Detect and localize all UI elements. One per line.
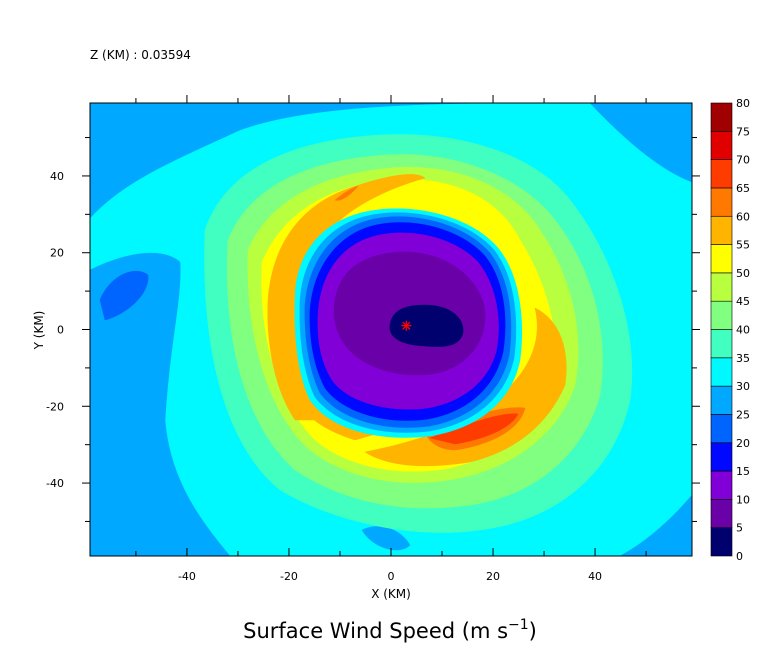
contour-band-0 <box>90 103 521 219</box>
y-axis-label: Y (KM) <box>32 311 46 351</box>
colorbar-label: 40 <box>736 324 750 337</box>
colorbar-label: 55 <box>736 239 750 252</box>
y-tick-label: 40 <box>50 170 64 183</box>
colorbar-label: 75 <box>736 125 750 138</box>
axis-ticks <box>82 95 700 556</box>
colorbar-label: 30 <box>736 380 750 393</box>
level-label: Z (KM) : 0.03594 <box>90 48 191 62</box>
chart-title-superscript: −1 <box>508 617 529 633</box>
colorbar-swatch <box>710 414 733 444</box>
colorbar-swatch <box>710 272 733 302</box>
colorbar-swatch <box>710 527 733 557</box>
colorbar-swatch <box>710 159 733 189</box>
colorbar-label: 35 <box>736 352 750 365</box>
x-tick-label: -40 <box>178 570 196 583</box>
contour-band-14 <box>334 185 359 201</box>
x-tick-label: 40 <box>588 570 602 583</box>
colorbar-label: 50 <box>736 267 750 280</box>
colorbar-swatch <box>710 215 733 245</box>
colorbar-swatch <box>710 442 733 472</box>
contour-band-5 <box>99 270 149 321</box>
colorbar-label: 20 <box>736 437 750 450</box>
colorbar-label: 60 <box>736 210 750 223</box>
x-tick-label: -20 <box>280 570 298 583</box>
contour-band-2 <box>90 252 231 556</box>
colorbar-label: 0 <box>736 550 743 563</box>
y-tick-label: 0 <box>57 324 64 337</box>
y-tick-label: -40 <box>46 477 64 490</box>
colorbar-swatch <box>710 499 733 528</box>
colorbar-swatch <box>710 470 733 500</box>
colorbar-swatch <box>710 357 733 387</box>
y-tick-label: 20 <box>50 247 64 260</box>
colorbar-label: 65 <box>736 182 750 195</box>
chart-title-suffix: ) <box>529 619 537 643</box>
colorbar-swatch <box>710 187 733 217</box>
x-tick-label: 0 <box>388 570 395 583</box>
colorbar-label: 10 <box>736 493 750 506</box>
tick-labels: -40 -20 0 20 40 -40 -20 0 20 40 <box>46 170 602 583</box>
colorbar-swatch <box>710 300 733 330</box>
colorbar-label: 15 <box>736 465 750 478</box>
colorbar-label: 70 <box>736 154 750 167</box>
colorbar-label: 5 <box>736 522 743 535</box>
colorbar: 0 5 10 15 20 25 30 35 40 45 50 55 60 65 70 75 80 <box>710 97 750 563</box>
x-tick-label: 20 <box>486 570 500 583</box>
y-tick-label: -20 <box>46 400 64 413</box>
colorbar-label: 45 <box>736 295 750 308</box>
contour-field <box>90 103 692 556</box>
colorbar-swatch <box>710 244 733 274</box>
contour-band-22 <box>389 304 464 347</box>
colorbar-swatch <box>710 102 733 132</box>
colorbar-swatch <box>710 131 733 160</box>
chart-title-main: Surface Wind Speed (m s <box>243 619 508 643</box>
colorbar-label: 80 <box>736 97 750 110</box>
colorbar-swatch <box>710 385 733 415</box>
contour-band-4 <box>361 526 411 551</box>
colorbar-label: 25 <box>736 408 750 421</box>
x-axis-label: X (KM) <box>371 587 411 601</box>
colorbar-swatch <box>710 329 733 359</box>
chart-title: Surface Wind Speed (m s−1) <box>243 617 537 643</box>
storm-center-marker <box>401 320 412 331</box>
